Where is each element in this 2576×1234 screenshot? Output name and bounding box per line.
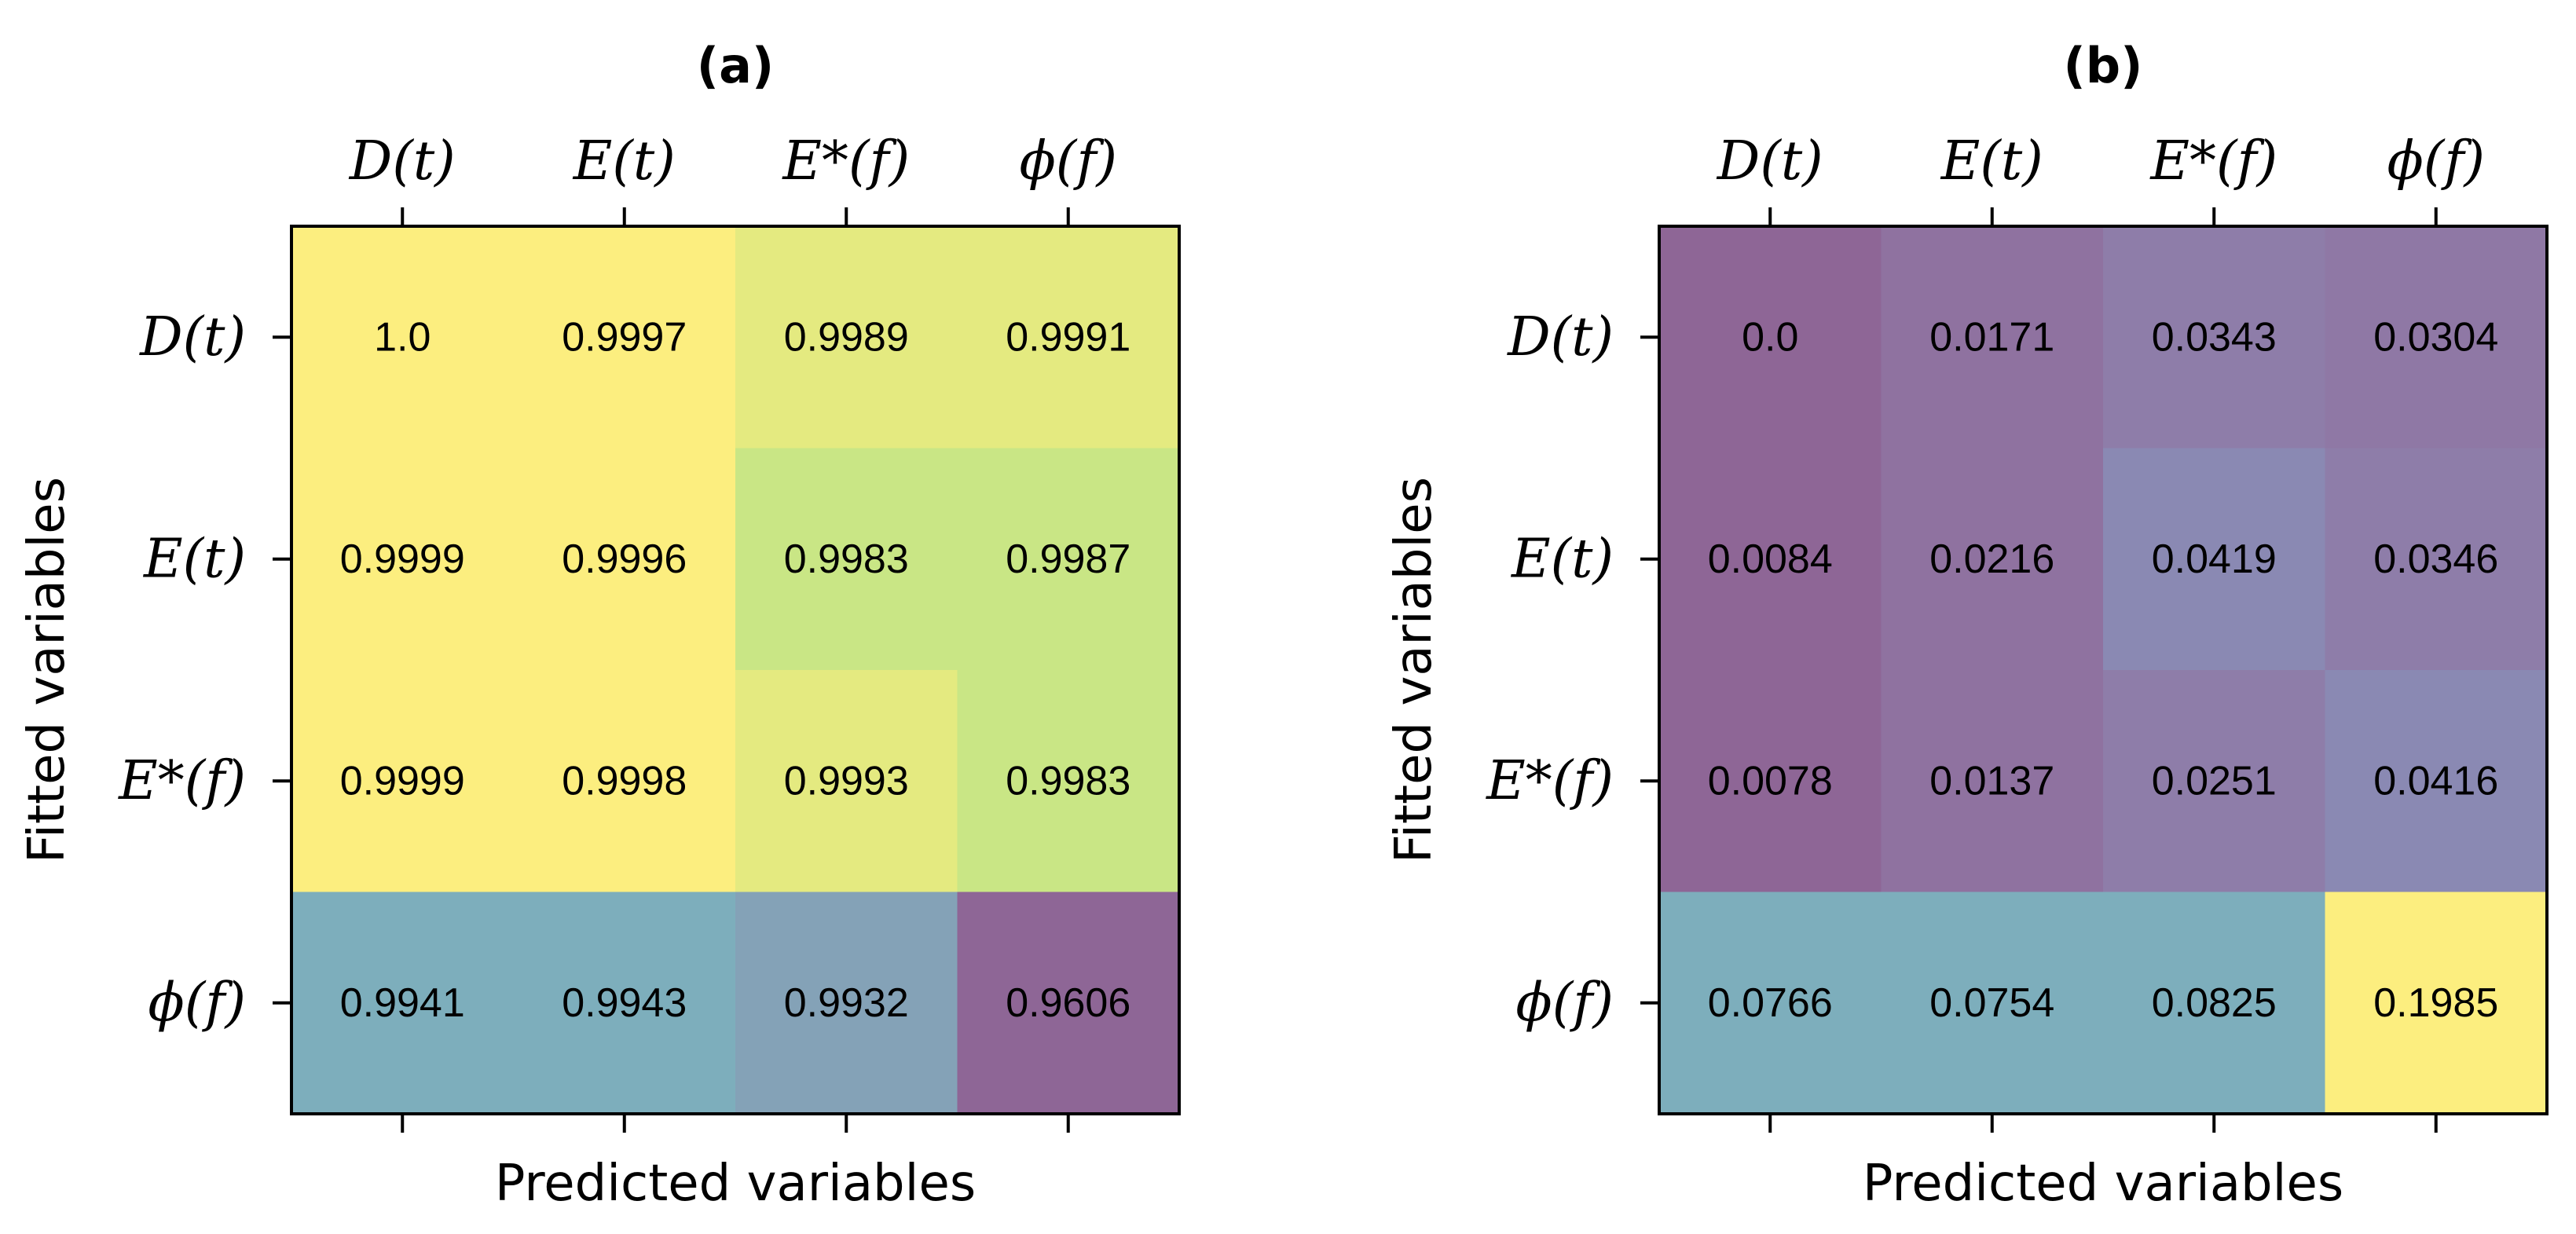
panel-b-title: (b) xyxy=(2063,37,2142,94)
panel-a-cell-value-r0-c0: 1.0 xyxy=(374,314,431,360)
panel-a-cell-r0-c3 xyxy=(957,226,1180,449)
panel-b-cell-value-r0-c2: 0.0343 xyxy=(2152,314,2277,360)
panel-b-cell-value-r0-c1: 0.0171 xyxy=(1929,314,2054,360)
panel-a-cell-r3-c2 xyxy=(735,892,958,1115)
panel-a-x-tick-label-1: E(t) xyxy=(572,130,676,192)
panel-b-y-tick-label-2: E*(f) xyxy=(1485,750,1614,812)
panel-a-cell-r2-c2 xyxy=(735,670,958,892)
panel-b-x-tick-label-3: ϕ(f) xyxy=(2387,130,2485,192)
panel-a-y-tick-label-0: D(t) xyxy=(138,306,246,368)
panel-a-cell-r0-c2 xyxy=(735,226,958,449)
panel-a-cell-r1-c3 xyxy=(957,448,1180,671)
panel-a-cell-value-r0-c2: 0.9989 xyxy=(784,314,909,360)
panel-b-cell-value-r1-c0: 0.0084 xyxy=(1708,536,1833,582)
panel-a-cell-value-r2-c1: 0.9998 xyxy=(562,758,687,804)
panel-b-cell-r3-c1 xyxy=(1881,892,2104,1115)
panel-b-x-tick-label-2: E*(f) xyxy=(2149,130,2277,192)
panel-a-x-tick-label-2: E*(f) xyxy=(781,130,910,192)
panel-b-cell-r1-c2 xyxy=(2103,448,2325,671)
panel-a-cell-r1-c0 xyxy=(291,448,514,671)
panel-b-x-tick-label-1: E(t) xyxy=(1940,130,2043,192)
panel-b-cell-r0-c1 xyxy=(1881,226,2104,449)
panel-b-cell-r0-c3 xyxy=(2325,226,2548,449)
panel-b-cell-value-r2-c0: 0.0078 xyxy=(1708,758,1833,804)
panel-a-cell-value-r1-c0: 0.9999 xyxy=(340,536,465,582)
panel-a-cell-value-r0-c1: 0.9997 xyxy=(562,314,687,360)
panel-a-y-tick-label-1: E(t) xyxy=(142,528,246,590)
panel-b-cell-r3-c0 xyxy=(1659,892,1882,1115)
panel-a-cell-value-r3-c1: 0.9943 xyxy=(562,980,687,1026)
panel-b-cell-value-r2-c3: 0.0416 xyxy=(2373,758,2498,804)
panel-a-cell-r2-c3 xyxy=(957,670,1180,892)
panel-b-y-tick-label-1: E(t) xyxy=(1510,528,1614,590)
panel-b-cell-value-r0-c0: 0.0 xyxy=(1742,314,1798,360)
panel-a-cell-r3-c0 xyxy=(291,892,514,1115)
panel-a-cell-r1-c2 xyxy=(735,448,958,671)
panel-a-cell-value-r3-c2: 0.9932 xyxy=(784,980,909,1026)
panel-b-cell-value-r1-c1: 0.0216 xyxy=(1929,536,2054,582)
panel-a-cell-value-r2-c2: 0.9993 xyxy=(784,758,909,804)
panel-b-cell-r1-c0 xyxy=(1659,448,1882,671)
panel-b-cell-value-r1-c3: 0.0346 xyxy=(2373,536,2498,582)
panel-a-y-tick-label-2: E*(f) xyxy=(117,750,246,812)
panel-b-cell-r2-c2 xyxy=(2103,670,2325,892)
panel-a-cell-value-r1-c2: 0.9983 xyxy=(784,536,909,582)
panel-a-cell-value-r2-c3: 0.9983 xyxy=(1006,758,1130,804)
panel-a-x-tick-label-3: ϕ(f) xyxy=(1019,130,1117,192)
panel-b-cell-value-r3-c2: 0.0825 xyxy=(2152,980,2277,1026)
panel-a-x-tick-label-0: D(t) xyxy=(348,130,456,192)
panel-b-cell-r2-c0 xyxy=(1659,670,1882,892)
panel-a-cell-r0-c0 xyxy=(291,226,514,449)
panel-b-cell-value-r1-c2: 0.0419 xyxy=(2152,536,2277,582)
panel-b-cell-r2-c1 xyxy=(1881,670,2104,892)
panel-b-y-axis-label: Fitted variables xyxy=(1385,477,1443,863)
panel-a-title: (a) xyxy=(697,37,775,94)
panel-b-cell-r2-c3 xyxy=(2325,670,2548,892)
panel-b-y-tick-label-0: D(t) xyxy=(1506,306,1614,368)
panel-b-cell-value-r0-c3: 0.0304 xyxy=(2373,314,2498,360)
panel-b-cell-r0-c0 xyxy=(1659,226,1882,449)
panel-a-x-axis-label: Predicted variables xyxy=(495,1155,976,1213)
panel-a-y-tick-label-3: ϕ(f) xyxy=(148,972,246,1034)
panel-b-frame xyxy=(1658,225,2549,1115)
panel-b-x-tick-label-0: D(t) xyxy=(1716,130,1823,192)
panel-a-cell-r3-c1 xyxy=(513,892,736,1115)
panel-b-cell-r3-c2 xyxy=(2103,892,2325,1115)
panel-b-x-axis-label: Predicted variables xyxy=(1863,1155,2343,1213)
panel-a-cell-r2-c0 xyxy=(291,670,514,892)
panel-b-cell-r1-c1 xyxy=(1881,448,2104,671)
panel-b-y-tick-label-3: ϕ(f) xyxy=(1515,972,1614,1034)
panel-a-y-axis-label: Fitted variables xyxy=(18,477,76,863)
panel-b-cell-value-r2-c1: 0.0137 xyxy=(1929,758,2054,804)
panel-b-cell-value-r2-c2: 0.0251 xyxy=(2152,758,2277,804)
panel-a-cell-r1-c1 xyxy=(513,448,736,671)
panel-b-cell-r1-c3 xyxy=(2325,448,2548,671)
panel-a-cell-value-r1-c3: 0.9987 xyxy=(1006,536,1130,582)
panel-a-cell-value-r0-c3: 0.9991 xyxy=(1006,314,1130,360)
panel-a-cell-value-r1-c1: 0.9996 xyxy=(562,536,687,582)
panel-b-cell-value-r3-c0: 0.0766 xyxy=(1708,980,1833,1026)
panel-a-cell-r3-c3 xyxy=(957,892,1180,1115)
panel-a-frame xyxy=(290,225,1181,1115)
panel-a-cell-value-r2-c0: 0.9999 xyxy=(340,758,465,804)
panel-b-cell-value-r3-c3: 0.1985 xyxy=(2373,980,2498,1026)
panel-b-cell-r0-c2 xyxy=(2103,226,2325,449)
panel-a-cell-value-r3-c3: 0.9606 xyxy=(1006,980,1130,1026)
panel-a-cell-value-r3-c0: 0.9941 xyxy=(340,980,465,1026)
panel-a-cell-r2-c1 xyxy=(513,670,736,892)
panel-b-cell-r3-c3 xyxy=(2325,892,2548,1115)
panel-b-cell-value-r3-c1: 0.0754 xyxy=(1929,980,2054,1026)
panel-a-cell-r0-c1 xyxy=(513,226,736,449)
